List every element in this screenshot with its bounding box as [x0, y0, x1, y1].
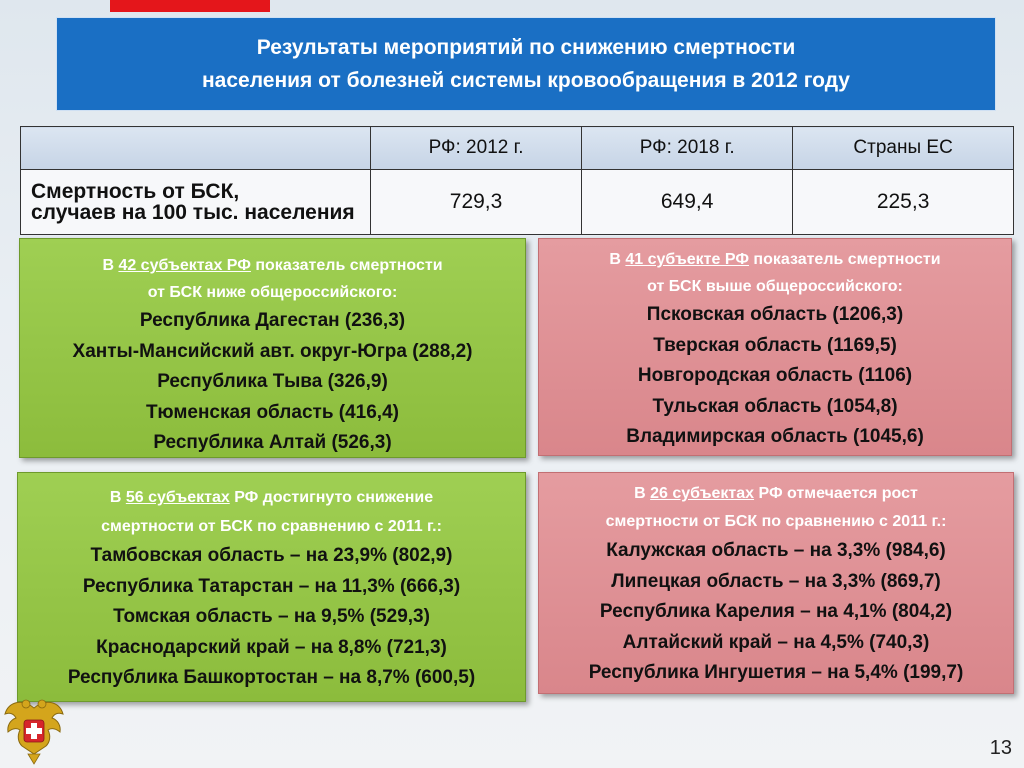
- page-number: 13: [989, 737, 1012, 759]
- table-header-row: РФ: 2012 г. РФ: 2018 г. Страны ЕС: [20, 126, 1014, 170]
- value-rf-2012: 729,3: [369, 169, 583, 235]
- intro-text: показатель смертности: [250, 257, 443, 274]
- table-row: Смертность от БСК, случаев на 100 тыс. н…: [20, 169, 1014, 235]
- panel-intro: В 26 субъектах РФ отмечается рост: [539, 480, 1013, 508]
- panel-mortality-decrease: В 56 субъектах РФ достигнуто снижение см…: [17, 472, 526, 702]
- list-item: Республика Дагестан (236,3): [139, 310, 406, 331]
- panel-intro-line-2: смертности от БСК по сравнению с 2011 г.…: [101, 518, 442, 535]
- list-item: Республика Татарстан – на 11,3% (666,3): [82, 575, 461, 597]
- list-item: Республика Алтай (526,3): [153, 432, 392, 453]
- list-item: Тюменская область (416,4): [146, 401, 399, 423]
- list-item: Новгородская область (1106): [637, 365, 913, 386]
- list-item: Липецкая область – на 3,3% (869,7): [611, 570, 941, 592]
- list-item: Республика Тыва (326,9): [157, 371, 388, 392]
- intro-text: РФ достигнуто снижение: [229, 489, 434, 506]
- list-item: Владимирская область (1045,6): [626, 426, 924, 447]
- list-item: Томская область – на 9,5% (529,3): [113, 606, 430, 627]
- title-line-2: населения от болезней системы кровообращ…: [202, 69, 850, 92]
- row-label-line-1: Смертность от БСК,: [31, 180, 240, 203]
- coat-of-arms-icon: [4, 699, 64, 765]
- value-eu: 225,3: [792, 169, 1014, 235]
- list-item: Тамбовская область – на 23,9% (802,9): [90, 545, 453, 566]
- title-line-1: Результаты мероприятий по снижению смерт…: [256, 36, 796, 59]
- intro-text: В: [609, 251, 626, 268]
- list-item: Псковская область (1206,3): [646, 304, 904, 325]
- list-item: Республика Башкортостан – на 8,7% (600,5…: [67, 667, 476, 688]
- intro-text: В: [102, 257, 119, 274]
- slide-title: Результаты мероприятий по снижению смерт…: [56, 17, 996, 111]
- subjects-count-link: 56 субъектах: [125, 489, 230, 506]
- red-accent-bar: [110, 0, 270, 12]
- list-item: Калужская область – на 3,3% (984,6): [606, 540, 946, 561]
- row-label-line-2: случаев на 100 тыс. населения: [31, 201, 355, 224]
- list-item: Алтайский край – на 4,5% (740,3): [622, 631, 930, 653]
- list-item: Ханты-Мансийский авт. округ-Югра (288,2): [72, 340, 473, 362]
- table-corner-cell: [20, 126, 371, 170]
- list-item: Республика Карелия – на 4,1% (804,2): [599, 601, 953, 622]
- row-label: Смертность от БСК, случаев на 100 тыс. н…: [20, 169, 371, 235]
- panel-mortality-increase: В 26 субъектах РФ отмечается рост смертн…: [538, 472, 1014, 694]
- intro-text: показатель смертности: [748, 251, 941, 268]
- list-item: Республика Ингушетия – на 5,4% (199,7): [588, 662, 964, 683]
- list-item: Краснодарский край – на 8,8% (721,3): [96, 636, 447, 658]
- intro-text: В: [634, 485, 651, 502]
- panel-intro-line-2: от БСК ниже общероссийского:: [147, 284, 398, 301]
- intro-text: РФ отмечается рост: [754, 485, 918, 502]
- header-eu: Страны ЕС: [792, 126, 1014, 170]
- list-item: Тверская область (1169,5): [653, 334, 897, 356]
- value-rf-2018: 649,4: [581, 169, 794, 235]
- panel-intro-line-2: от БСК выше общероссийского:: [647, 278, 903, 295]
- subjects-count-link: 41 субъекте РФ: [625, 251, 749, 268]
- header-rf-2012: РФ: 2012 г.: [369, 126, 583, 170]
- panel-intro: В 56 субъектах РФ достигнуто снижение: [18, 483, 525, 512]
- panel-intro: В 41 субъекте РФ показатель смертности: [539, 246, 1011, 273]
- panel-above-average: В 41 субъекте РФ показатель смертности о…: [538, 238, 1012, 456]
- panel-below-average: В 42 субъектах РФ показатель смертности …: [19, 238, 526, 458]
- panel-intro-line-2: смертности от БСК по сравнению с 2011 г.…: [605, 513, 947, 530]
- intro-text: В: [109, 489, 126, 506]
- subjects-count-link: 26 субъектах: [650, 485, 755, 502]
- mortality-summary-table: РФ: 2012 г. РФ: 2018 г. Страны ЕС Смертн…: [20, 126, 1014, 235]
- list-item: Тульская область (1054,8): [652, 395, 898, 417]
- panel-intro: В 42 субъектах РФ показатель смертности: [20, 252, 525, 279]
- header-rf-2018: РФ: 2018 г.: [581, 126, 794, 170]
- subjects-count-link: 42 субъектах РФ: [118, 257, 251, 274]
